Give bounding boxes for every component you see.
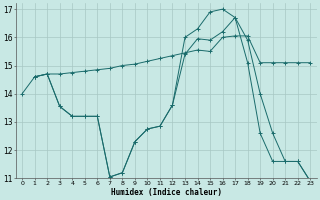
X-axis label: Humidex (Indice chaleur): Humidex (Indice chaleur) bbox=[111, 188, 222, 197]
